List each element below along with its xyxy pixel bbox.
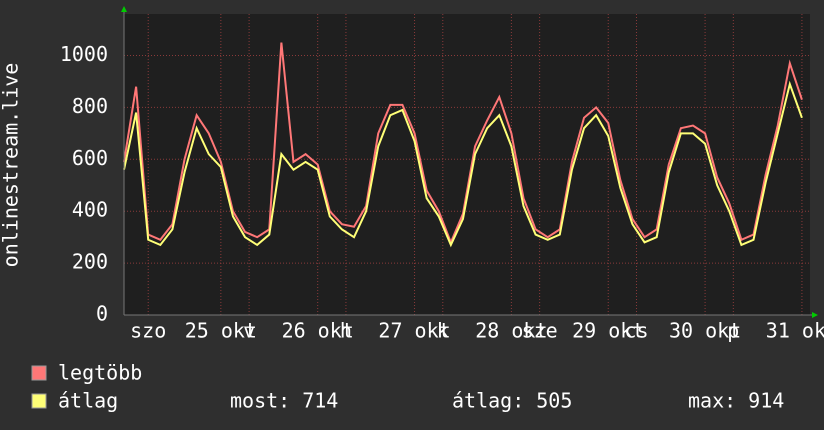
plot-area [124,14,810,315]
x-tick-label: p [727,319,739,343]
x-tick-label: 29 okt [572,319,644,343]
x-tick-label: 30 okt [669,319,741,343]
legend-label: legtöbb [58,361,142,385]
y-tick-label: 0 [96,302,108,326]
y-tick-label: 400 [72,198,108,222]
x-tick-label: szo [130,319,166,343]
axis-arrow [812,312,818,318]
x-tick-label: 25 okt [185,319,257,343]
x-tick-label: v [243,319,255,343]
stat-label: átlag: [452,389,524,413]
x-tick-label: cs [624,319,648,343]
series-line [123,80,803,248]
stat-value: 714 [302,389,338,413]
stat-label: max: [688,389,736,413]
y-tick-label: 1000 [60,42,108,66]
x-tick-label: h [340,319,352,343]
legend-swatch [31,393,47,409]
stat-value: 505 [536,389,572,413]
y-tick-label: 800 [72,94,108,118]
x-tick-label: sze [522,319,558,343]
x-tick-label: 31 okt [766,319,824,343]
legend-swatch [31,365,47,381]
axis-arrow [121,6,127,12]
x-tick-label: 28 okt [475,319,547,343]
y-tick-label: 600 [72,146,108,170]
x-tick-label: k [437,319,449,343]
y-axis-label: onlinestream.live [0,63,23,268]
x-tick-label: 26 okt [282,319,354,343]
stat-label: most: [230,389,290,413]
y-tick-label: 200 [72,250,108,274]
legend-label: átlag [58,389,118,413]
x-tick-label: 27 okt [378,319,450,343]
stat-value: 914 [748,389,784,413]
